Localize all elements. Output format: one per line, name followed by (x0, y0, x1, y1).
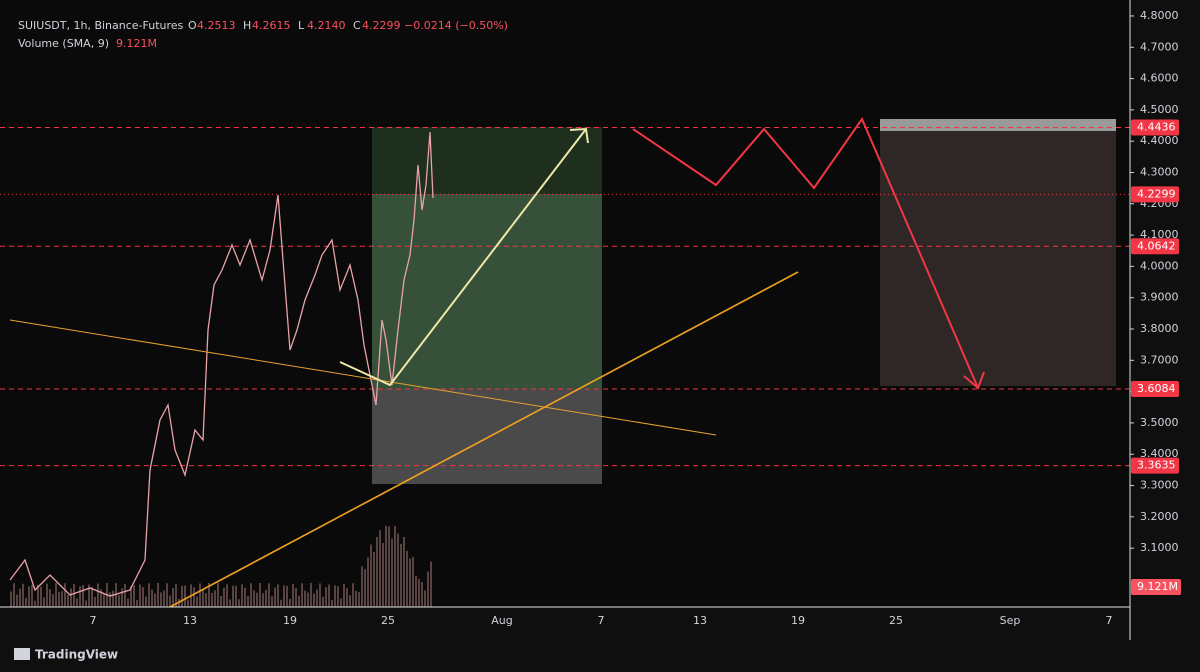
price-candles (9, 131, 434, 597)
projection-path (632, 116, 979, 389)
price-tick-label: 4.4000 (1140, 134, 1179, 147)
price-tag-label: 4.2299 (1137, 187, 1176, 200)
price-tick-label: 3.8000 (1140, 322, 1179, 335)
price-tag (1131, 380, 1179, 397)
ohlc-value: 4.2615 (252, 19, 291, 32)
time-tick-label: 13 (183, 614, 197, 627)
arrow-head (569, 127, 589, 144)
price-tick-label: 4.7000 (1140, 40, 1179, 53)
price-tag-label: 3.3635 (1137, 459, 1176, 472)
price-tick-label: 4.1000 (1140, 228, 1179, 241)
trend-line (169, 271, 799, 608)
time-axis: 7 13 19 25 Aug 7 13 19 25 Sep 7 (90, 614, 1113, 627)
projection-arrow (339, 128, 587, 387)
price-tick-label: 4.8000 (1140, 9, 1179, 22)
ohlc-value: 4.2299 (362, 19, 401, 32)
volume-label: Volume (SMA, 9) (18, 37, 109, 50)
price-tick-label: 3.9000 (1140, 291, 1179, 304)
stop-zone (372, 389, 602, 484)
price-tick-label: 4.5000 (1140, 103, 1179, 116)
target-zone-top (372, 127, 602, 194)
volume-value: 9.121M (116, 37, 157, 50)
price-tick-label: 3.1000 (1140, 541, 1179, 554)
volume-tag (1131, 579, 1181, 595)
volume-bars (10, 525, 432, 607)
price-tick-label: 4.6000 (1140, 72, 1179, 85)
short-zone (880, 131, 1116, 386)
price-tag (1131, 119, 1179, 136)
time-tick-label: 19 (283, 614, 297, 627)
target-zone (372, 194, 602, 389)
price-axis: 4.80004.70004.60004.50004.40004.30004.20… (1130, 9, 1181, 595)
short-stop-zone (880, 119, 1116, 131)
ohlc-key: H (243, 19, 251, 32)
time-tick-label: Aug (491, 614, 512, 627)
ohlc-value: 4.2140 (307, 19, 346, 32)
time-tick-label: 7 (598, 614, 605, 627)
price-tag (1131, 238, 1179, 255)
volume-tag-label: 9.121M (1137, 580, 1178, 593)
logo (14, 648, 30, 660)
header-symbol: SUIUSDT, 1h, Binance-Futures (18, 19, 184, 32)
price-tag-label: 3.6084 (1137, 382, 1176, 395)
time-tick-label: Sep (1000, 614, 1021, 627)
price-tick-label: 3.3000 (1140, 479, 1179, 492)
time-tick-label: 13 (693, 614, 707, 627)
ohlc-change: −0.0214 (−0.50%) (404, 19, 508, 32)
price-tick-label: 3.2000 (1140, 510, 1179, 523)
time-tick-label: 19 (791, 614, 805, 627)
arrow-head (963, 371, 985, 390)
brand: TradingView (35, 648, 118, 662)
price-tick-label: 3.4000 (1140, 447, 1179, 460)
price-tick-label: 3.7000 (1140, 353, 1179, 366)
price-tag-label: 4.0642 (1137, 239, 1176, 252)
ohlc-key: L (298, 19, 305, 32)
levels (0, 127, 1130, 467)
price-tag-label: 4.4436 (1137, 121, 1176, 134)
price-tick-label: 4.0000 (1140, 259, 1179, 272)
price-tick-label: 3.5000 (1140, 416, 1179, 429)
time-tick-label: 7 (90, 614, 97, 627)
time-tick-label: 25 (889, 614, 903, 627)
price-tag (1131, 457, 1179, 474)
time-tick-label: 25 (381, 614, 395, 627)
ohlc-key: O (188, 19, 197, 32)
price-tick-label: 4.3000 (1140, 165, 1179, 178)
ohlc-value: 4.2513 (197, 19, 236, 32)
trend-line (9, 319, 717, 436)
ohlc: O 4.2513 H 4.2615 L 4.2140 C 4.2299 −0.0214 (−0.… (188, 19, 508, 32)
ohlc-key: C (353, 19, 361, 32)
price-tag (1131, 186, 1179, 203)
time-tick-label: 7 (1106, 614, 1113, 627)
